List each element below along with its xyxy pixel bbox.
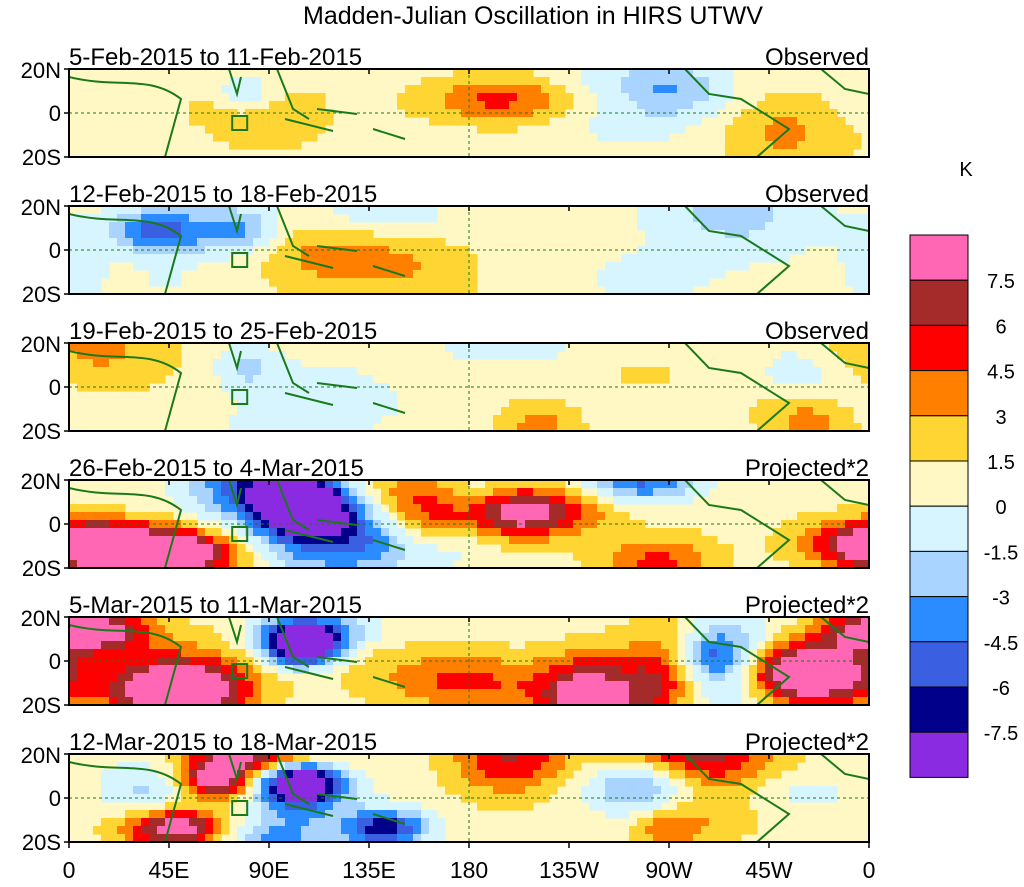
lon-label: 0: [863, 857, 876, 883]
lat-label: 20S: [22, 145, 61, 170]
lat-label: 0: [49, 101, 61, 126]
lon-label: 0: [63, 857, 76, 883]
lat-label: 20N: [21, 469, 61, 494]
colorbar-swatch: [909, 234, 969, 281]
lat-label: 0: [49, 512, 61, 537]
colorbar-swatch: [909, 460, 969, 507]
lat-label: 20N: [21, 195, 61, 220]
coastlines: [69, 69, 869, 157]
coastlines: [69, 206, 869, 294]
colorbar-label: 0: [995, 497, 1006, 519]
figure-title: Madden-Julian Oscillation in HIRS UTWV: [303, 2, 763, 30]
colorbar-label: 6: [995, 316, 1006, 338]
colorbar: K 7.5 6 4.5 3 1.5 0 -1.5 -3 -4.5 -6 -7.5: [909, 159, 1018, 778]
lon-label: 180: [450, 857, 488, 883]
lat-label: 20S: [22, 693, 61, 718]
lat-label: 0: [49, 375, 61, 400]
colorbar-swatch: [909, 686, 969, 733]
lat-label: 20S: [22, 282, 61, 307]
lat-label: 0: [49, 649, 61, 674]
lat-label: 20N: [21, 743, 61, 768]
colorbar-swatch: [909, 279, 969, 326]
coastlines: [69, 480, 869, 568]
map-panel: 5-Feb-2015 to 11-Feb-2015 Observed 20N 0 20S: [21, 44, 870, 170]
lat-label: 20S: [22, 830, 61, 855]
colorbar-label: 1.5: [987, 452, 1015, 474]
panel-type: Observed: [765, 44, 869, 71]
colorbar-unit: K: [959, 159, 973, 181]
lat-label: 20N: [21, 332, 61, 357]
lon-label: 90W: [645, 857, 693, 883]
colorbar-label: 7.5: [987, 271, 1015, 293]
lon-label: 90E: [249, 857, 290, 883]
lat-label: 0: [49, 786, 61, 811]
lon-label: 45E: [149, 857, 190, 883]
panel-period: 5-Feb-2015 to 11-Feb-2015: [69, 44, 362, 71]
panel-type: Projected*2: [745, 729, 869, 756]
lon-label: 135E: [342, 857, 396, 883]
lon-label: 135W: [539, 857, 599, 883]
colorbar-label: 3: [995, 407, 1006, 429]
colorbar-swatch: [909, 324, 969, 372]
map-panel: 19-Feb-2015 to 25-Feb-2015 Observed 20N 0 20…: [21, 318, 870, 444]
colorbar-label: -3: [992, 588, 1010, 610]
colorbar-label: -6: [992, 678, 1010, 700]
panel-period: 5-Mar-2015 to 11-Mar-2015: [69, 592, 362, 619]
map-panel: 26-Feb-2015 to 4-Mar-2015 Projected*2 20N 0…: [21, 455, 870, 581]
panel-period: 19-Feb-2015 to 25-Feb-2015: [69, 318, 377, 345]
colorbar-swatch: [909, 596, 969, 643]
colorbar-label: -1.5: [984, 542, 1018, 564]
panel-type: Observed: [765, 181, 869, 208]
lat-label: 20N: [21, 606, 61, 631]
colorbar-label: -4.5: [984, 633, 1018, 655]
colorbar-swatch: [909, 550, 969, 598]
coastlines: [69, 754, 869, 842]
lat-label: 0: [49, 238, 61, 263]
map-panel: 12-Feb-2015 to 18-Feb-2015 Observed 20N 0 20…: [21, 181, 870, 307]
lat-label: 20S: [22, 419, 61, 444]
lat-label: 20N: [21, 58, 61, 83]
panel-type: Projected*2: [745, 455, 869, 482]
lat-label: 20S: [22, 556, 61, 581]
panel-type: Projected*2: [745, 592, 869, 619]
map-panel: 5-Mar-2015 to 11-Mar-2015 Projected*2 20N 0…: [21, 592, 870, 718]
panel-type: Observed: [765, 318, 869, 345]
panel-period: 12-Feb-2015 to 18-Feb-2015: [69, 181, 377, 208]
colorbar-swatch: [909, 505, 969, 552]
colorbar-label: -7.5: [984, 723, 1018, 745]
colorbar-swatch: [909, 370, 969, 417]
map-panel: 12-Mar-2015 to 18-Mar-2015 Projected*2 20N…: [21, 729, 870, 855]
colorbar-swatch: [909, 641, 969, 688]
panel-period: 12-Mar-2015 to 18-Mar-2015: [69, 729, 377, 756]
colorbar-label: 4.5: [987, 362, 1015, 384]
panel-period: 26-Feb-2015 to 4-Mar-2015: [69, 455, 364, 482]
colorbar-swatch: [909, 415, 969, 462]
colorbar-swatch: [909, 731, 969, 778]
map-panels: 5-Feb-2015 to 11-Feb-2015 Observed 20N 0 20S…: [21, 44, 870, 855]
longitude-axis: 0 45E 90E 135E 180 135W 90W 45W 0: [63, 842, 876, 883]
coastlines: [69, 343, 869, 431]
lon-label: 45W: [745, 857, 793, 883]
coastlines: [69, 617, 869, 705]
